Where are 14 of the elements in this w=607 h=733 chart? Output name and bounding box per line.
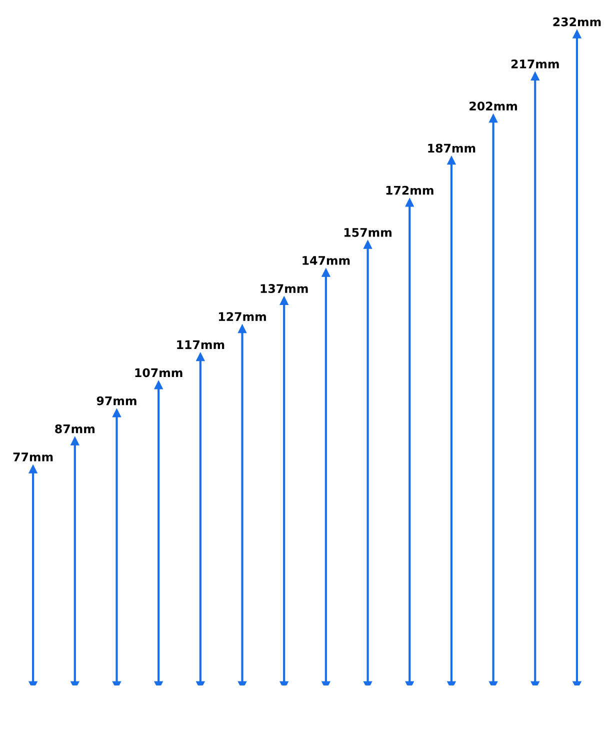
data-label: 232mm: [553, 17, 601, 26]
data-label: 187mm: [428, 144, 476, 153]
data-label: 127mm: [218, 312, 266, 321]
data-label: 157mm: [344, 228, 392, 237]
data-label: 87mm: [55, 424, 94, 434]
data-label: 202mm: [470, 102, 517, 111]
data-label: 137mm: [260, 284, 308, 293]
data-label: 172mm: [386, 186, 434, 195]
data-label: 117mm: [177, 340, 224, 349]
data-label: 97mm: [96, 396, 136, 406]
data-label: 107mm: [135, 368, 182, 378]
data-label: 217mm: [511, 60, 559, 68]
data-label: 147mm: [302, 256, 350, 265]
data-label: 77mm: [13, 452, 53, 462]
